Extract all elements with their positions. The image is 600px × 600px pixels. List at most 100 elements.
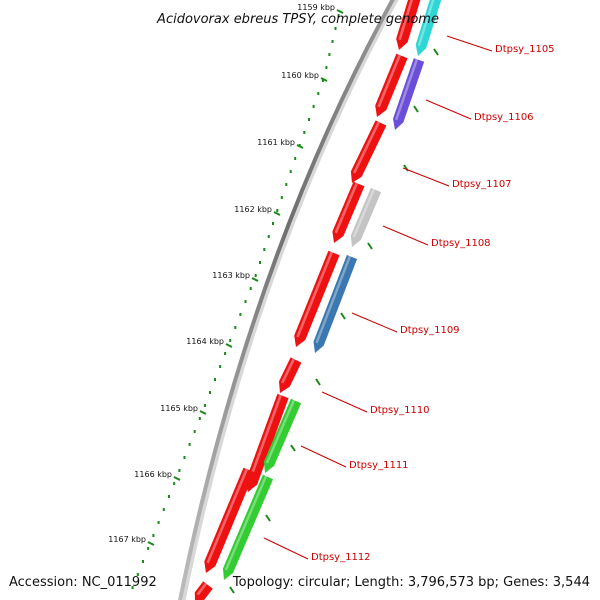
scale-dot <box>259 261 261 264</box>
inner-tick <box>315 378 321 386</box>
gene-labels: Dtpsy_1105 Dtpsy_1106 Dtpsy_1107 Dtpsy_1108… <box>311 44 555 563</box>
scale-dot <box>325 66 328 69</box>
scale-dot <box>147 547 150 550</box>
scale-dot <box>331 40 334 43</box>
gene-label: Dtpsy_1105 <box>495 44 555 55</box>
scale-dot <box>317 92 320 95</box>
scale-dot <box>276 209 279 212</box>
inner-tick <box>413 105 419 113</box>
scale-labels: 1159 kbp 1160 kbp 1161 kbp 1162 kbp 1163 kbp… <box>108 3 335 544</box>
scale-label: 1165 kbp <box>160 404 198 413</box>
scale-dot <box>162 508 165 511</box>
scale-tick <box>320 77 328 82</box>
gene-label: Dtpsy_1112 <box>311 552 371 563</box>
scale-tick <box>147 541 155 546</box>
map-title: Acidovorax ebreus TPSY, complete genome <box>156 12 439 27</box>
scale-dot <box>337 14 340 17</box>
scale-dot <box>334 27 337 30</box>
leader-line <box>351 312 398 333</box>
scale-tick <box>273 211 281 216</box>
inner-tick <box>290 444 296 452</box>
gene-dtpsy-1105 <box>415 0 442 56</box>
scale-dot <box>294 157 297 160</box>
inner-tick <box>229 586 235 594</box>
scale-dot <box>254 274 257 277</box>
scale-dot <box>173 482 176 485</box>
gene-label: Dtpsy_1106 <box>474 112 534 123</box>
gene-label: Dtpsy_1110 <box>370 405 430 416</box>
scale-dot <box>267 235 270 238</box>
leader-line <box>321 391 368 413</box>
scale-tick <box>199 410 207 415</box>
topology-text: Topology: circular; Length: 3,796,573 bp… <box>232 575 590 590</box>
inner-tick <box>340 312 346 320</box>
scale-dot <box>239 313 242 316</box>
scale-dot <box>178 469 181 472</box>
scale-dot <box>214 378 216 381</box>
accession-text: Accession: NC_011992 <box>9 575 157 590</box>
scale-dot <box>244 300 247 303</box>
leader-line <box>446 35 493 52</box>
forward-gene <box>279 357 302 393</box>
scale-dot <box>321 79 324 82</box>
genome-backbone-shadow <box>178 0 399 600</box>
scale-dot <box>136 573 139 576</box>
leader-line <box>425 99 472 120</box>
scale-dot <box>168 495 170 498</box>
scale-dot <box>272 222 274 225</box>
scale-dot <box>308 118 310 121</box>
gene-label: Dtpsy_1107 <box>452 179 512 190</box>
scale-dot <box>152 534 155 537</box>
scale-dot <box>229 339 232 342</box>
inner-tick <box>367 242 373 250</box>
forward-gene <box>194 581 213 600</box>
scale-dot <box>142 560 144 563</box>
scale-dot <box>285 183 288 186</box>
scale-dots <box>131 14 340 589</box>
scale-dot <box>224 352 227 355</box>
scale-tick <box>251 277 259 282</box>
scale-tick <box>173 476 181 481</box>
forward-gene <box>204 467 255 573</box>
scale-dot <box>234 326 237 329</box>
forward-gene <box>396 0 421 50</box>
scale-label: 1162 kbp <box>234 205 272 214</box>
scale-dot <box>249 287 252 290</box>
leader-line <box>402 167 450 187</box>
scale-dot <box>198 417 201 420</box>
scale-label: 1159 kbp <box>297 3 335 12</box>
inner-ticks <box>229 48 439 594</box>
leader-line <box>263 537 309 560</box>
gene-dtpsy-1112 <box>222 474 274 580</box>
genome-backbone <box>178 0 395 600</box>
scale-tick <box>225 343 233 348</box>
forward-gene <box>332 181 365 243</box>
gene-dtpsy-1108 <box>350 187 382 247</box>
scale-dot <box>203 404 206 407</box>
scale-dot <box>183 456 186 459</box>
scale-dot <box>157 521 160 524</box>
forward-gene <box>245 393 289 492</box>
scale-label: 1161 kbp <box>257 138 295 147</box>
scale-tick <box>336 9 344 14</box>
gene-dtpsy-1106 <box>393 58 425 131</box>
gene-label: Dtpsy_1109 <box>400 325 460 336</box>
scale-dot <box>263 248 266 251</box>
scale-label: 1167 kbp <box>108 535 146 544</box>
scale-dot <box>131 586 134 589</box>
inner-tick <box>433 48 439 56</box>
scale-dot <box>303 131 306 134</box>
scale-dot <box>209 391 211 394</box>
colored-gene-track <box>222 0 442 580</box>
gene-dtpsy-1111 <box>263 398 302 473</box>
scale-dot <box>188 443 191 446</box>
scale-dot <box>280 196 283 199</box>
scale-dot <box>328 53 331 56</box>
gene-label: Dtpsy_1111 <box>349 460 409 471</box>
scale-tick <box>296 144 304 149</box>
forward-gene-track <box>194 0 421 600</box>
forward-gene <box>350 120 387 183</box>
scale-label: 1166 kbp <box>134 470 172 479</box>
gene-dtpsy-1109 <box>313 255 358 353</box>
